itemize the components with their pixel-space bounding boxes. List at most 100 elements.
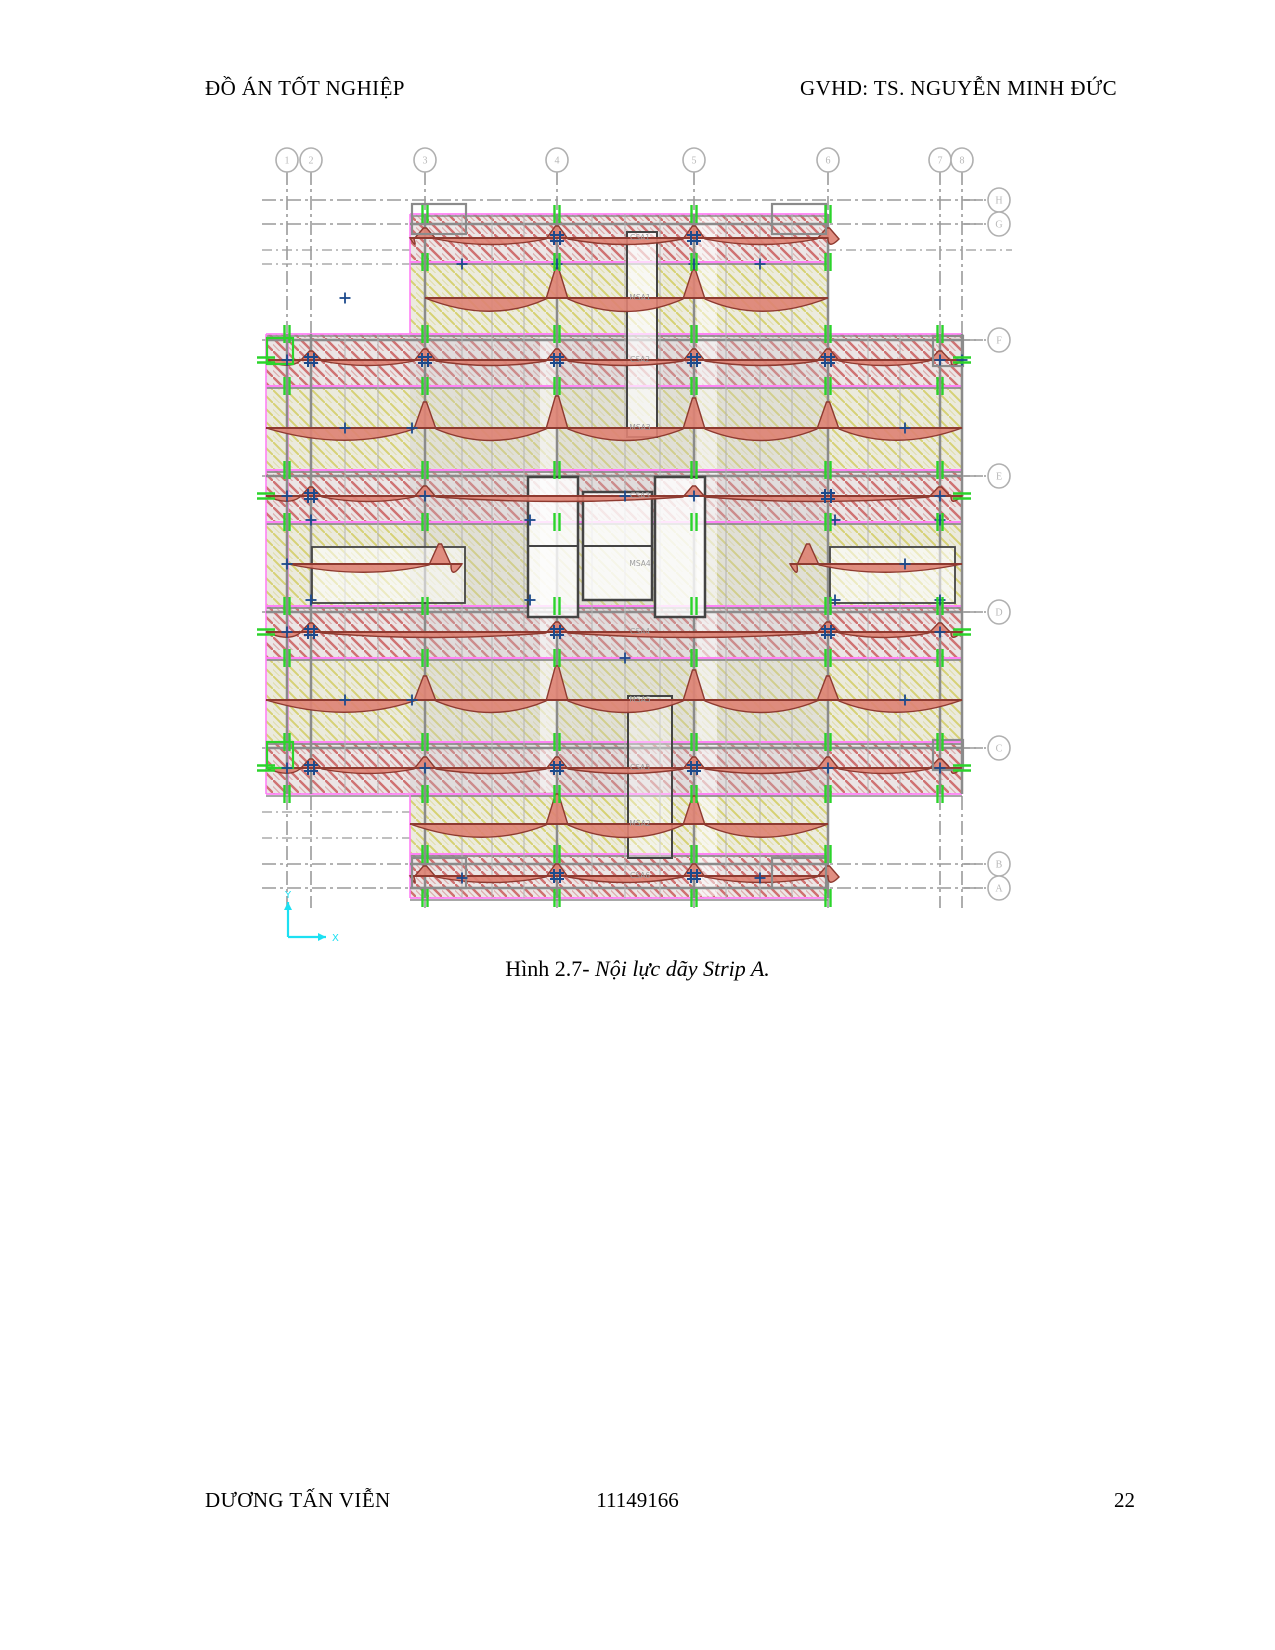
grid-bubble: 4 bbox=[545, 147, 569, 173]
strip-label: MSA2 bbox=[629, 819, 651, 828]
support-hash-marker bbox=[304, 761, 318, 775]
node-plus-marker bbox=[339, 694, 351, 706]
column-box bbox=[265, 336, 295, 366]
svg-text:H: H bbox=[995, 196, 1002, 207]
node-plus-marker bbox=[524, 594, 536, 606]
support-hash-marker bbox=[687, 353, 701, 367]
node-plus-marker bbox=[406, 694, 418, 706]
svg-text:3: 3 bbox=[423, 156, 428, 167]
grid-bubble: B bbox=[987, 851, 1011, 877]
strip-label: CSA6 bbox=[630, 871, 650, 880]
column-box bbox=[410, 202, 468, 236]
y-axis-label: Y bbox=[284, 890, 292, 901]
figure-caption-title: Nội lực dãy Strip A. bbox=[595, 956, 770, 981]
grid-bubble: F bbox=[987, 327, 1011, 353]
svg-text:4: 4 bbox=[555, 156, 560, 167]
node-markers bbox=[281, 231, 968, 884]
strip-label: MSA1 bbox=[629, 293, 651, 302]
node-plus-marker bbox=[754, 258, 766, 270]
slab-opening bbox=[626, 231, 658, 438]
page-header-left: ĐỒ ÁN TỐT NGHIỆP bbox=[205, 76, 405, 100]
moment-diagram bbox=[265, 485, 964, 503]
support-hash-marker bbox=[687, 761, 701, 775]
node-plus-marker bbox=[899, 558, 911, 570]
support-hash-marker bbox=[304, 353, 318, 367]
moment-diagram bbox=[408, 225, 840, 246]
node-plus-marker bbox=[934, 490, 946, 502]
strip-label: CSA2 bbox=[630, 355, 650, 364]
node-plus-marker bbox=[281, 762, 293, 774]
node-plus-marker bbox=[281, 490, 293, 502]
strip-label: MSA3 bbox=[629, 423, 651, 432]
figure-caption: Hình 2.7- Nội lực dãy Strip A. bbox=[0, 956, 1275, 982]
svg-text:6: 6 bbox=[826, 156, 831, 167]
strip-label: CSA3 bbox=[630, 491, 650, 500]
svg-text:C: C bbox=[996, 744, 1003, 755]
svg-text:1: 1 bbox=[285, 156, 290, 167]
node-plus-marker bbox=[934, 626, 946, 638]
svg-text:G: G bbox=[995, 220, 1002, 231]
figure-caption-number: Hình 2.7- bbox=[505, 956, 596, 981]
grid-bubble: G bbox=[987, 211, 1011, 237]
svg-text:E: E bbox=[996, 472, 1002, 483]
support-hash-marker bbox=[550, 353, 564, 367]
svg-text:7: 7 bbox=[938, 156, 943, 167]
strip-plan-svg: CSA1 MSA1 CSA2 MSA3 CSA3 MSA4 CSA4 MSA5 CSA5 MSA2… bbox=[257, 147, 1012, 944]
node-plus-marker bbox=[406, 422, 418, 434]
svg-text:2: 2 bbox=[309, 156, 314, 167]
slab-opening bbox=[653, 475, 707, 619]
node-plus-marker bbox=[524, 514, 536, 526]
support-hash-marker bbox=[821, 489, 835, 503]
svg-text:F: F bbox=[996, 336, 1002, 347]
axis-icon: YX bbox=[284, 890, 339, 944]
node-plus-marker bbox=[934, 354, 946, 366]
support-hash-marker bbox=[550, 761, 564, 775]
column-box bbox=[410, 856, 468, 890]
grid-bubble: 1 bbox=[275, 147, 299, 173]
strip-label: CSA1 bbox=[630, 233, 650, 242]
strip-label: CSA5 bbox=[630, 763, 650, 772]
moment-diagram bbox=[408, 863, 840, 884]
node-plus-marker bbox=[339, 292, 351, 304]
grid-bubble: C bbox=[987, 735, 1011, 761]
strip-labels: CSA1 MSA1 CSA2 MSA3 CSA3 MSA4 CSA4 MSA5 CSA5 MSA2… bbox=[629, 233, 651, 880]
node-plus-marker bbox=[754, 872, 766, 884]
column-boxes bbox=[265, 202, 965, 890]
moment-diagram bbox=[788, 543, 963, 573]
grid-bubble: 3 bbox=[413, 147, 437, 173]
x-axis-label: X bbox=[332, 933, 339, 944]
column-box bbox=[265, 740, 295, 770]
figure-strip-moment-plan: CSA1 MSA1 CSA2 MSA3 CSA3 MSA4 CSA4 MSA5 CSA5 MSA2… bbox=[257, 147, 1012, 944]
moment-diagram bbox=[424, 267, 829, 313]
support-hash-marker bbox=[304, 625, 318, 639]
column-box bbox=[770, 856, 828, 890]
moment-diagram bbox=[265, 348, 964, 367]
strip-label: MSA4 bbox=[629, 559, 651, 568]
support-hash-marker bbox=[550, 869, 564, 883]
grid-bubble: A bbox=[987, 875, 1011, 901]
moment-diagram bbox=[265, 756, 964, 775]
node-plus-marker bbox=[281, 626, 293, 638]
node-plus-marker bbox=[419, 762, 431, 774]
node-plus-marker bbox=[456, 872, 468, 884]
node-plus-marker bbox=[899, 422, 911, 434]
strip-label: MSA5 bbox=[629, 695, 651, 704]
support-hash-marker bbox=[687, 231, 701, 245]
svg-text:D: D bbox=[995, 608, 1002, 619]
support-hash-marker bbox=[821, 625, 835, 639]
node-plus-marker bbox=[339, 422, 351, 434]
grid-bubble: E bbox=[987, 463, 1011, 489]
node-plus-marker bbox=[822, 762, 834, 774]
node-plus-marker bbox=[688, 490, 700, 502]
grid-bubble: 2 bbox=[299, 147, 323, 173]
node-plus-marker bbox=[419, 490, 431, 502]
grid-bubble: 5 bbox=[682, 147, 706, 173]
grid-bubbles: 1 2 3 4 5 6 7 8 H G F E D C B A bbox=[275, 147, 1011, 901]
page-number: 22 bbox=[1114, 1488, 1135, 1512]
grid-solid-lines bbox=[266, 214, 964, 898]
moment-diagram bbox=[265, 621, 964, 639]
svg-text:A: A bbox=[995, 884, 1003, 895]
node-plus-marker bbox=[934, 762, 946, 774]
support-hash-marker bbox=[821, 353, 835, 367]
column-box bbox=[931, 334, 965, 368]
